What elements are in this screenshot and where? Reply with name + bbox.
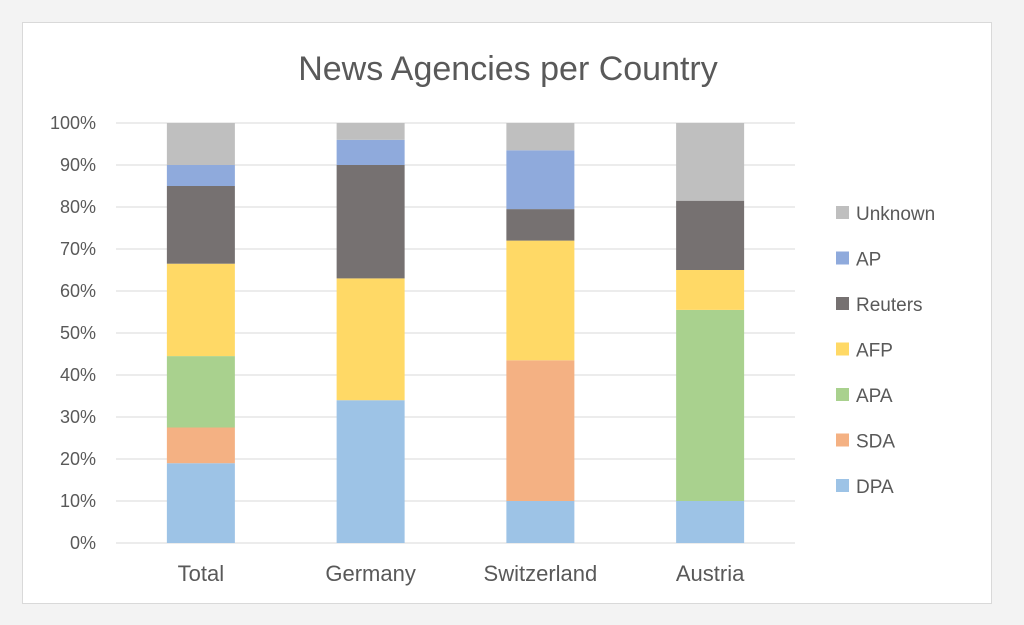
y-axis-ticks: 0% 10% 20% 30% 40% 50% 60% 70% 80% 90% 100% — [50, 113, 96, 553]
legend-item-sda: SDA — [836, 432, 895, 453]
legend-label: AFP — [856, 341, 893, 362]
legend-item-afp: AFP — [836, 341, 893, 362]
legend-item-ap: AP — [836, 250, 881, 271]
bar-segment-dpa-germany — [336, 400, 405, 543]
y-tick-label: 0% — [70, 533, 96, 553]
y-tick-label: 10% — [60, 491, 96, 511]
bar-segment-dpa-austria — [676, 501, 745, 543]
legend-swatch — [836, 433, 849, 447]
legend-label: DPA — [856, 477, 894, 498]
bar-segment-reuters-austria — [676, 200, 745, 270]
y-tick-label: 20% — [60, 449, 96, 469]
legend: Unknown AP Reuters AFP APA SDA DPA — [836, 204, 935, 498]
x-axis-ticks: Total Germany Switzerland Austria — [178, 561, 745, 586]
bar-segment-unknown-germany — [336, 123, 405, 140]
bar-segment-afp-total — [166, 263, 235, 357]
y-tick-label: 60% — [60, 281, 96, 301]
bar-segment-reuters-total — [166, 186, 235, 264]
x-tick-label: Germany — [325, 561, 415, 586]
legend-label: AP — [856, 250, 881, 271]
bar-segment-unknown-austria — [676, 123, 745, 201]
bar-segment-reuters-switzerland — [506, 209, 575, 241]
x-tick-label: Switzerland — [484, 561, 598, 586]
legend-label: SDA — [856, 432, 895, 453]
bar-segment-dpa-total — [166, 463, 235, 543]
legend-swatch — [836, 342, 849, 356]
y-tick-label: 90% — [60, 155, 96, 175]
legend-swatch — [836, 479, 849, 492]
y-tick-label: 30% — [60, 407, 96, 427]
bar-segment-unknown-switzerland — [506, 123, 575, 151]
y-tick-label: 50% — [60, 323, 96, 343]
legend-label: Unknown — [856, 204, 935, 225]
legend-swatch — [836, 206, 849, 219]
legend-swatch — [836, 251, 849, 265]
y-tick-label: 70% — [60, 239, 96, 259]
legend-item-dpa: DPA — [836, 477, 894, 498]
bar-segment-unknown-total — [166, 123, 235, 165]
bar-segment-ap-total — [166, 165, 235, 186]
legend-swatch — [836, 297, 849, 310]
legend-label: APA — [856, 386, 893, 407]
legend-item-unknown: Unknown — [836, 204, 935, 225]
bars — [166, 123, 745, 543]
y-tick-label: 40% — [60, 365, 96, 385]
legend-swatch — [836, 388, 849, 401]
bar-segment-dpa-switzerland — [506, 501, 575, 543]
legend-item-apa: APA — [836, 386, 893, 407]
legend-label: Reuters — [856, 295, 923, 316]
bar-segment-afp-austria — [676, 270, 745, 310]
y-tick-label: 100% — [50, 113, 96, 133]
bar-segment-reuters-germany — [336, 165, 405, 279]
bar-segment-sda-switzerland — [506, 360, 575, 501]
bar-segment-apa-total — [166, 356, 235, 428]
bar-segment-ap-germany — [336, 139, 405, 165]
y-tick-label: 80% — [60, 197, 96, 217]
bar-segment-apa-austria — [676, 309, 745, 501]
bar-segment-ap-switzerland — [506, 150, 575, 210]
bar-segment-sda-total — [166, 427, 235, 464]
chart-title: News Agencies per Country — [298, 50, 718, 88]
x-tick-label: Austria — [676, 561, 745, 586]
bar-segment-afp-switzerland — [506, 240, 575, 361]
x-tick-label: Total — [178, 561, 224, 586]
legend-item-reuters: Reuters — [836, 295, 923, 316]
bar-segment-afp-germany — [336, 278, 405, 401]
